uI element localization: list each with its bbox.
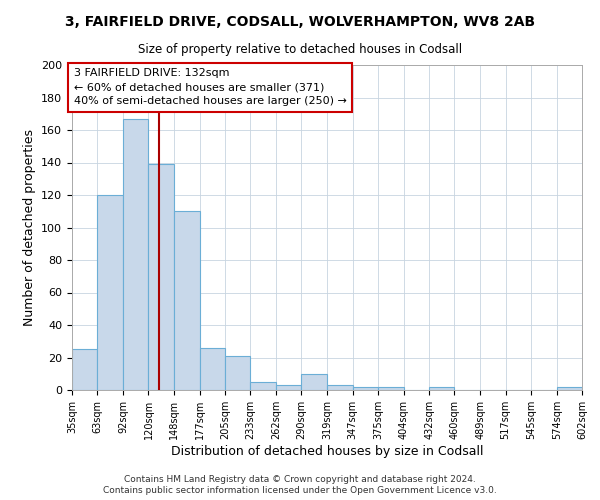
Bar [225, 356, 250, 390]
Bar [72, 350, 97, 390]
Bar [148, 164, 173, 390]
Bar [97, 195, 123, 390]
Bar [301, 374, 328, 390]
Text: 3, FAIRFIELD DRIVE, CODSALL, WOLVERHAMPTON, WV8 2AB: 3, FAIRFIELD DRIVE, CODSALL, WOLVERHAMPT… [65, 15, 535, 29]
Bar [378, 387, 404, 390]
Text: Contains public sector information licensed under the Open Government Licence v3: Contains public sector information licen… [103, 486, 497, 495]
Bar [557, 387, 582, 390]
Y-axis label: Number of detached properties: Number of detached properties [23, 129, 35, 326]
Bar [328, 385, 353, 390]
X-axis label: Distribution of detached houses by size in Codsall: Distribution of detached houses by size … [171, 444, 483, 458]
Bar [276, 385, 301, 390]
Text: 3 FAIRFIELD DRIVE: 132sqm
← 60% of detached houses are smaller (371)
40% of semi: 3 FAIRFIELD DRIVE: 132sqm ← 60% of detac… [74, 68, 347, 106]
Bar [250, 382, 276, 390]
Text: Size of property relative to detached houses in Codsall: Size of property relative to detached ho… [138, 42, 462, 56]
Bar [353, 387, 378, 390]
Bar [200, 348, 225, 390]
Text: Contains HM Land Registry data © Crown copyright and database right 2024.: Contains HM Land Registry data © Crown c… [124, 475, 476, 484]
Bar [173, 211, 200, 390]
Bar [123, 118, 148, 390]
Bar [429, 387, 454, 390]
